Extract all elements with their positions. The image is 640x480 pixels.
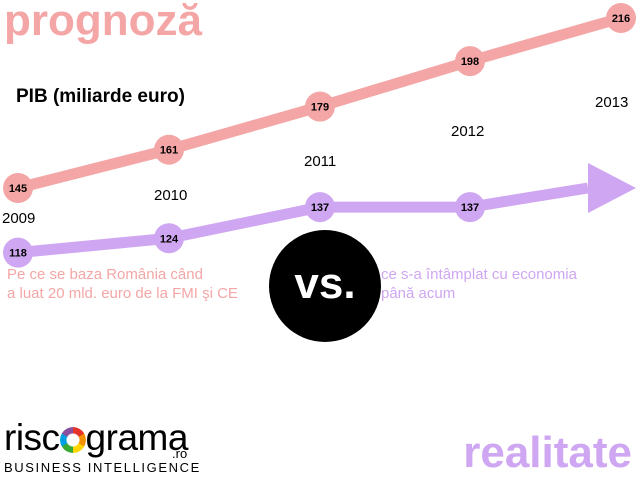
vs-label: vs.	[294, 259, 356, 308]
y-axis-label: PIB (miliarde euro)	[16, 86, 185, 107]
year-label-2010: 2010	[154, 187, 188, 204]
year-label-2012: 2012	[451, 123, 485, 140]
forecast-point-2011	[305, 91, 335, 122]
logo-word-right: grama	[85, 417, 189, 458]
year-label-2009: 2009	[2, 210, 36, 227]
reality-point-2009	[3, 237, 33, 268]
reality-point-2011	[305, 192, 335, 223]
vs-badge: vs.	[269, 230, 381, 342]
forecast-point-2012	[455, 46, 485, 77]
color-ring-icon	[59, 427, 86, 453]
reality-heading: realitate	[463, 428, 632, 477]
forecast-heading: prognoză	[4, 0, 202, 45]
forecast-caption: Pe ce se baza România când a luat 20 mld…	[7, 265, 238, 303]
reality-caption: ce s-a întâmplat cu economia până acum	[381, 265, 577, 303]
logo-suffix: .ro	[172, 446, 188, 461]
forecast-caption-line2: a luat 20 mld. euro de la FMI şi CE	[7, 285, 238, 302]
reality-value-label-2009: 118	[9, 248, 27, 260]
year-label-2013: 2013	[595, 94, 629, 111]
reality-point-2012	[455, 192, 485, 223]
forecast-value-label-2012: 198	[461, 56, 479, 68]
reality-arrow-head	[588, 163, 636, 213]
forecast-point-2013	[606, 3, 636, 33]
forecast-value-label-2010: 161	[160, 145, 178, 157]
logo-word-left: risc	[4, 417, 60, 458]
forecast-point-2009	[3, 173, 33, 203]
reality-value-label-2011: 137	[311, 202, 329, 214]
forecast-value-label-2013: 216	[612, 13, 630, 25]
reality-caption-line1: ce s-a întâmplat cu economia	[381, 266, 577, 283]
year-label-2011: 2011	[304, 153, 337, 170]
forecast-caption-line1: Pe ce se baza România când	[7, 266, 203, 283]
riscograma-logo: risc grama .ro BUSINESS INTELLIGENCE	[4, 418, 201, 476]
logo-tagline: BUSINESS INTELLIGENCE	[4, 460, 201, 475]
logo-wordmark: risc grama	[4, 418, 201, 458]
reality-value-label-2010: 124	[160, 233, 179, 245]
forecast-point-2010	[154, 134, 184, 165]
reality-value-label-2012: 137	[461, 202, 479, 214]
forecast-value-label-2011: 179	[311, 102, 329, 114]
forecast-value-label-2009: 145	[9, 183, 27, 195]
reality-caption-line2: până acum	[381, 285, 456, 302]
reality-point-2010	[154, 223, 184, 254]
